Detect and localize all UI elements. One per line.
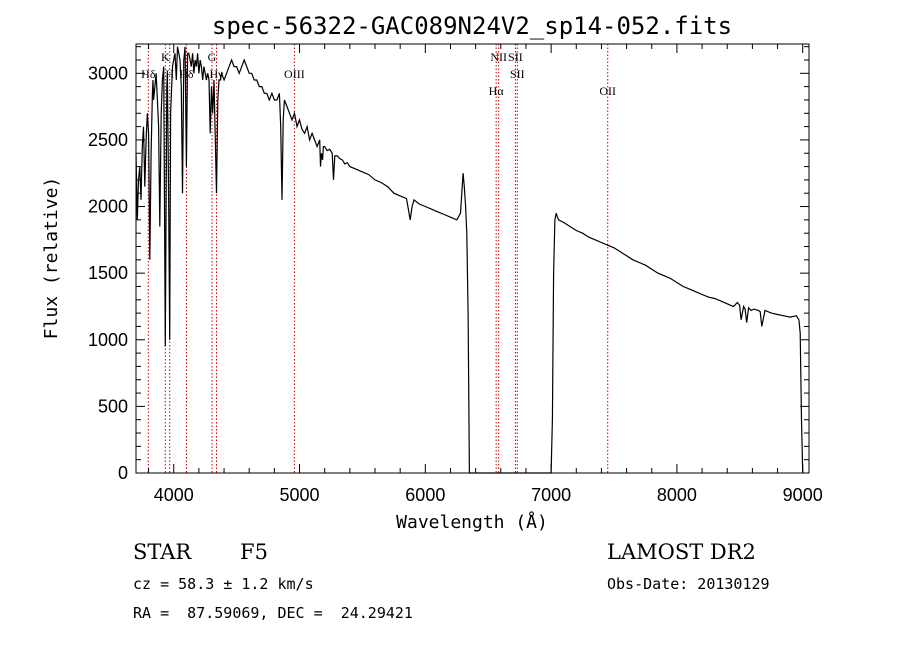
- y-tick-label: 1000: [88, 330, 128, 350]
- survey-name: LAMOST DR2: [607, 540, 756, 564]
- spectral-line-label: SII: [510, 67, 525, 81]
- x-tick-label: 4000: [154, 485, 194, 505]
- y-tick-label: 2500: [88, 130, 128, 150]
- y-axis-label: Flux (relative): [41, 177, 62, 340]
- spectral-line-label: Hδ: [179, 67, 194, 81]
- x-tick-label: 7000: [531, 485, 571, 505]
- x-tick-label: 6000: [405, 485, 445, 505]
- x-axis-label: Wavelength (Å): [396, 511, 548, 533]
- x-tick-label: 9000: [783, 485, 823, 505]
- spectral-line-label: Hα: [489, 84, 505, 98]
- y-tick-label: 0: [118, 463, 128, 483]
- y-tick-label: 500: [98, 396, 128, 416]
- object-class: STAR: [133, 540, 192, 564]
- spectral-line-label: SII: [508, 50, 523, 64]
- y-tick-label: 1500: [88, 263, 128, 283]
- spectral-line-label: NII: [490, 50, 507, 64]
- y-tick-label: 3000: [88, 63, 128, 83]
- spectral-line-label: Hδ: [141, 67, 156, 81]
- x-tick-label: 8000: [657, 485, 697, 505]
- coordinates: RA = 87.59069, DEC = 24.29421: [133, 604, 413, 622]
- plot-frame: [135, 43, 810, 474]
- spectrum-line: [135, 46, 804, 474]
- y-tick-label: 2000: [88, 197, 128, 217]
- x-tick-label: 5000: [280, 485, 320, 505]
- object-subclass: F5: [240, 540, 268, 564]
- x-axis-ticks: 4000 5000 6000 7000 8000 9000: [148, 44, 823, 505]
- observation-date: Obs-Date: 20130129: [607, 575, 770, 593]
- spectral-line-label: OII: [599, 84, 616, 98]
- chart-title: spec-56322-GAC089N24V2_sp14-052.fits: [212, 12, 732, 40]
- spectral-line-label: K: [161, 50, 170, 64]
- redshift-velocity: cz = 58.3 ± 1.2 km/s: [133, 575, 314, 593]
- spectral-line-label: G: [208, 50, 217, 64]
- spectral-line-label: OIII: [284, 67, 305, 81]
- y-axis-ticks: 0 500 1000 1500 2000 2500 3000: [88, 46, 809, 483]
- spectral-line-label: H: [165, 67, 174, 81]
